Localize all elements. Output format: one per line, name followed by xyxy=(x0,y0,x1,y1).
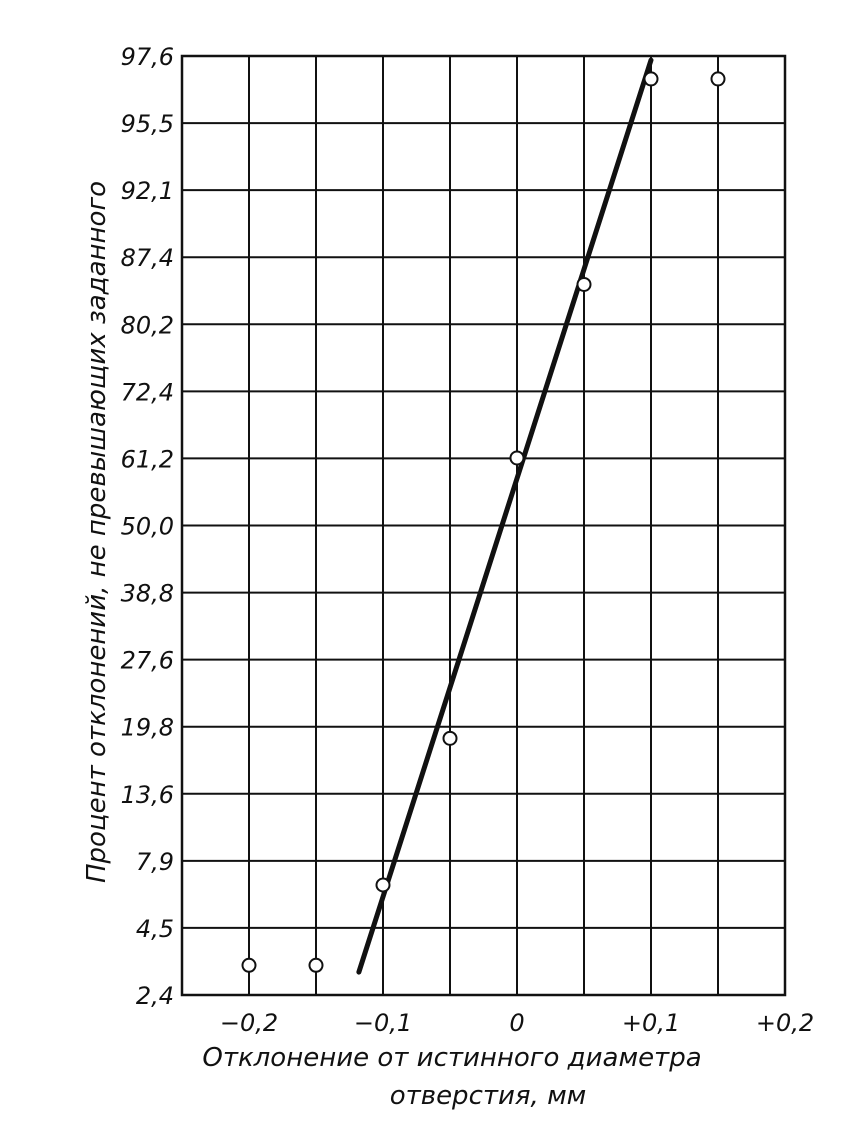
x-axis-label-line2: отверстия, мм xyxy=(390,1081,587,1111)
y-tick-label: 92,1 xyxy=(121,177,174,205)
x-tick-label: −0,2 xyxy=(220,1009,278,1037)
x-axis-label-line1: Отклонение от истинного диаметра xyxy=(202,1043,701,1073)
y-tick-label: 7,9 xyxy=(136,848,174,876)
y-tick-label: 50,0 xyxy=(121,513,174,541)
y-tick-labels: 2,4 4,5 7,9 13,6 19,8 27,6 38,8 50,0 61,2 72,4 80,… xyxy=(121,43,174,1010)
grid xyxy=(180,54,787,997)
x-tick-label: +0,2 xyxy=(756,1009,814,1037)
y-tick-label: 27,6 xyxy=(121,647,174,675)
y-tick-label: 19,8 xyxy=(121,714,174,742)
y-axis-label: Процент отклонений, не превышающих задан… xyxy=(82,181,112,883)
fit-line xyxy=(356,57,654,975)
data-point xyxy=(509,450,525,466)
y-tick-label: 87,4 xyxy=(121,244,174,272)
y-tick-label: 38,8 xyxy=(121,580,174,608)
y-tick-label: 13,6 xyxy=(121,781,174,809)
data-point xyxy=(576,276,592,292)
y-tick-label: 80,2 xyxy=(121,311,174,339)
data-point xyxy=(710,71,726,87)
data-point xyxy=(442,730,458,746)
x-tick-label: +0,1 xyxy=(622,1009,680,1037)
data-point xyxy=(308,957,324,973)
x-tick-label: −0,1 xyxy=(354,1009,412,1037)
y-tick-label: 72,4 xyxy=(121,378,174,406)
y-tick-label: 61,2 xyxy=(121,445,174,473)
y-tick-label: 2,4 xyxy=(136,982,174,1010)
data-point xyxy=(375,877,391,893)
x-tick-labels: −0,2 −0,1 0 +0,1 +0,2 xyxy=(220,1009,814,1037)
data-point xyxy=(643,71,659,87)
x-tick-label: 0 xyxy=(509,1009,524,1037)
y-tick-label: 4,5 xyxy=(136,915,174,943)
fit-line-group xyxy=(356,57,654,975)
y-tick-label: 97,6 xyxy=(121,43,174,71)
y-tick-label: 95,5 xyxy=(121,110,174,138)
data-point xyxy=(241,957,257,973)
plot-frame xyxy=(180,54,787,997)
data-points xyxy=(241,71,726,973)
